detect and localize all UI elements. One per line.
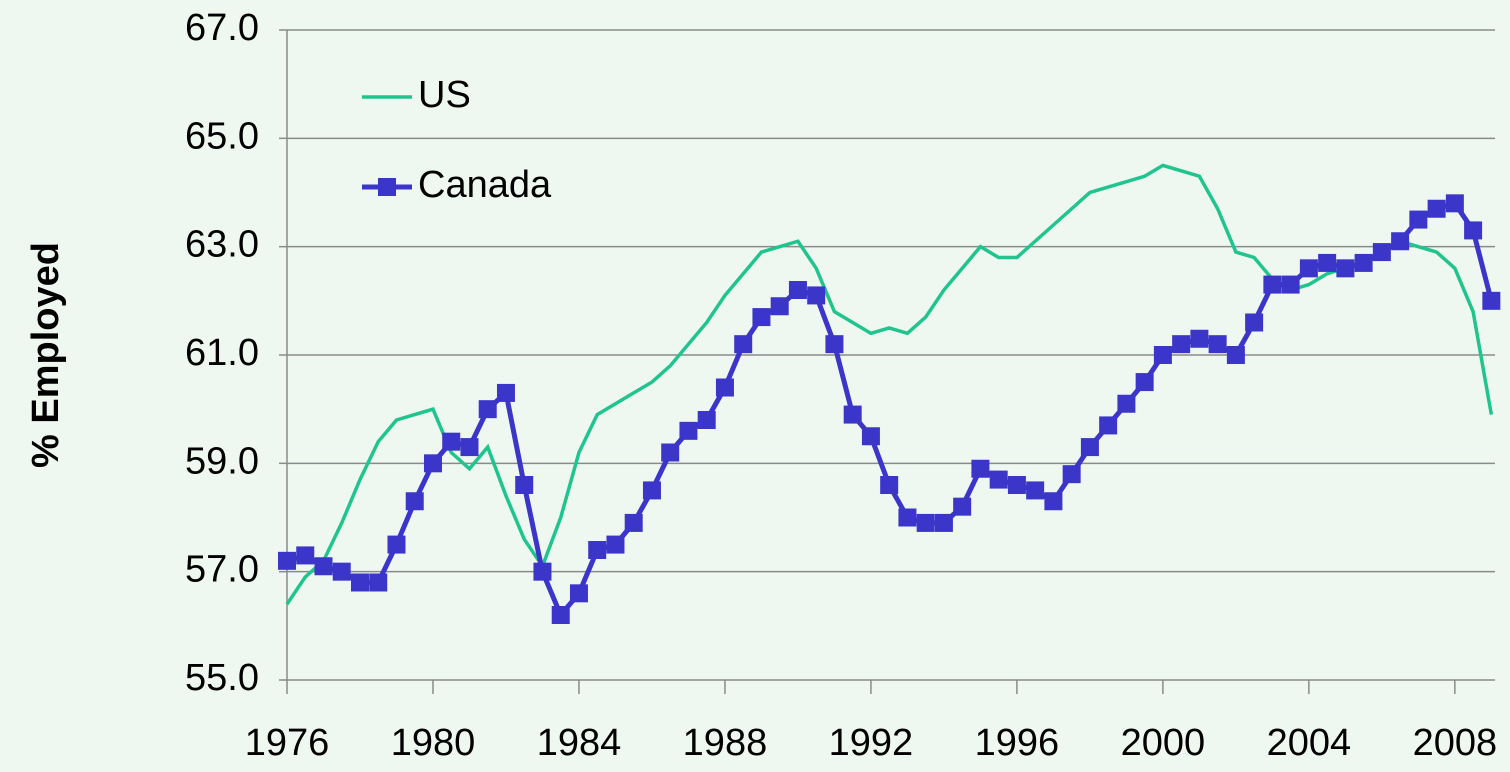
series-marker: [1044, 492, 1063, 511]
x-tick-label: 1996: [975, 722, 1060, 764]
y-tick-label: 65.0: [185, 115, 259, 157]
series-marker: [1464, 221, 1483, 240]
series-marker: [350, 573, 369, 592]
series-marker: [971, 459, 990, 478]
series-marker: [825, 335, 844, 354]
series-marker: [1299, 259, 1318, 278]
series-marker: [1226, 346, 1245, 364]
series-marker: [1263, 275, 1282, 294]
series-marker: [1281, 275, 1300, 294]
series-marker: [880, 476, 899, 494]
series-marker: [1427, 199, 1446, 218]
series-marker: [1245, 313, 1264, 332]
series-marker: [861, 427, 880, 446]
series-marker: [1336, 259, 1355, 278]
series-marker: [1172, 335, 1191, 354]
y-tick-label: 67.0: [185, 7, 259, 49]
series-marker: [551, 606, 570, 624]
series-marker: [1318, 253, 1337, 272]
series-marker: [588, 541, 607, 559]
series-marker: [661, 443, 680, 462]
series-marker: [460, 438, 479, 457]
y-tick-label: 61.0: [185, 332, 259, 374]
series-marker: [715, 378, 734, 397]
series-marker: [1372, 243, 1391, 262]
series-marker: [1445, 194, 1464, 213]
series-marker: [478, 400, 497, 419]
series-marker: [934, 513, 953, 532]
series-marker: [843, 405, 862, 424]
series-marker: [1409, 210, 1428, 229]
legend-label: Canada: [418, 164, 552, 206]
series-marker: [1117, 394, 1136, 413]
legend-marker: [378, 178, 396, 196]
series-marker: [423, 454, 442, 473]
series-marker: [734, 335, 753, 354]
series-marker: [387, 535, 406, 554]
y-tick-label: 63.0: [185, 224, 259, 266]
series-marker: [1391, 232, 1410, 251]
series-marker: [624, 513, 643, 532]
x-tick-label: 2004: [1267, 722, 1352, 764]
series-marker: [1482, 291, 1501, 310]
series-marker: [1190, 329, 1209, 348]
series-marker: [442, 432, 461, 451]
series-marker: [515, 476, 534, 494]
series-marker: [569, 584, 588, 603]
series-marker: [1080, 438, 1099, 457]
series-marker: [1026, 481, 1045, 500]
series-marker: [1208, 335, 1227, 354]
series-marker: [278, 551, 296, 570]
series-marker: [1135, 373, 1154, 392]
y-tick-label: 57.0: [185, 549, 259, 591]
series-marker: [916, 513, 935, 532]
x-tick-label: 2008: [1413, 722, 1498, 764]
series-marker: [679, 421, 698, 440]
series-marker: [1099, 416, 1118, 435]
x-tick-label: 1984: [537, 722, 622, 764]
legend-label: US: [418, 74, 471, 116]
series-marker: [1153, 346, 1172, 364]
y-tick-label: 55.0: [185, 657, 259, 699]
y-tick-label: 59.0: [185, 440, 259, 482]
x-tick-label: 1980: [391, 722, 476, 764]
series-marker: [606, 535, 625, 554]
series-marker: [1354, 253, 1373, 272]
y-axis-label: % Employed: [25, 242, 67, 468]
series-marker: [332, 562, 351, 581]
series-marker: [807, 286, 826, 305]
series-marker: [296, 546, 315, 565]
series-marker: [788, 281, 807, 299]
series-marker: [898, 508, 917, 527]
series-marker: [770, 297, 789, 316]
series-marker: [642, 481, 661, 500]
x-tick-label: 2000: [1121, 722, 1206, 764]
series-marker: [405, 492, 424, 511]
series-marker: [953, 497, 972, 516]
series-marker: [1007, 476, 1026, 494]
series-marker: [496, 383, 515, 402]
x-tick-label: 1988: [683, 722, 768, 764]
series-marker: [989, 470, 1008, 489]
series-marker: [1062, 465, 1081, 484]
x-tick-label: 1992: [829, 722, 914, 764]
series-marker: [314, 557, 333, 576]
series-marker: [752, 308, 771, 327]
series-marker: [533, 562, 552, 581]
x-tick-label: 1976: [245, 722, 330, 764]
series-marker: [369, 573, 388, 592]
series-marker: [697, 411, 716, 429]
